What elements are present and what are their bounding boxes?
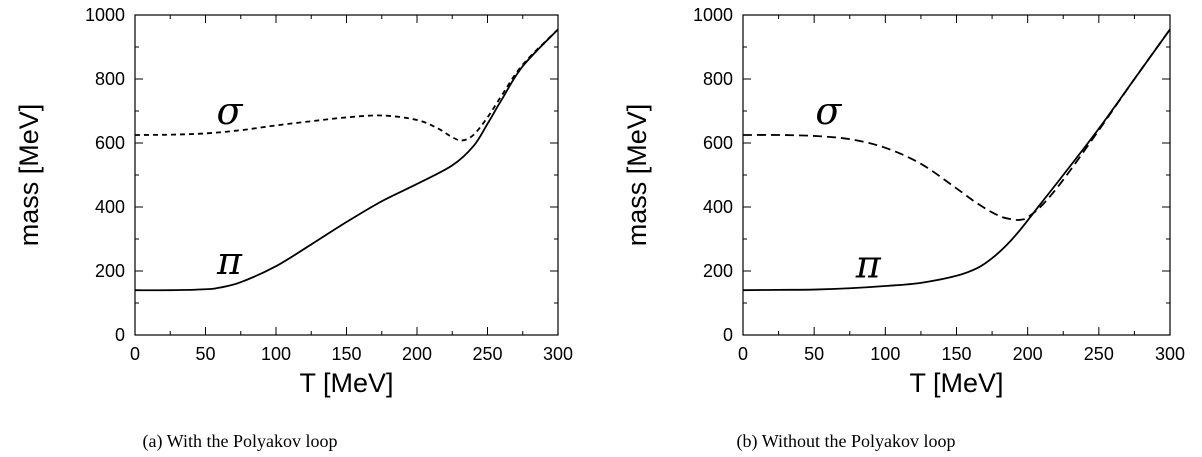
x-tick-label: 250: [1084, 344, 1114, 364]
x-tick-label: 200: [1013, 344, 1043, 364]
y-tick-label: 1000: [693, 5, 733, 25]
sigma-label: σ: [216, 89, 243, 133]
sigma-series-line: [742, 28, 1171, 221]
y-tick-label: 400: [703, 197, 733, 217]
panel-caption: (a) With the Polyakov loop: [143, 431, 338, 452]
chart-panel-b: 0 50 100 150 200 250 300 0 200 400 600 800 1000 T [Me…: [622, 5, 1185, 452]
y-tick-label: 0: [115, 325, 125, 345]
y-axis-label: mass [MeV]: [14, 104, 44, 247]
x-axis-label: T [MeV]: [909, 368, 1003, 398]
plot-frame: [134, 14, 559, 336]
plot-frame: [742, 14, 1171, 336]
x-tick-label: 200: [402, 344, 432, 364]
y-tick-label: 800: [95, 69, 125, 89]
x-tick-label: 150: [941, 344, 971, 364]
panel-caption: (b) Without the Polyakov loop: [737, 431, 956, 452]
y-tick-label: 400: [95, 197, 125, 217]
y-tick-label: 200: [703, 261, 733, 281]
y-tick-label: 200: [95, 261, 125, 281]
x-tick-label: 300: [1155, 344, 1185, 364]
x-tick-label: 150: [331, 344, 361, 364]
x-axis-label: T [MeV]: [299, 368, 393, 398]
pi-label: π: [855, 242, 882, 286]
y-tick-label: 0: [723, 325, 733, 345]
pi-series-line: [742, 28, 1171, 292]
y-tick-label: 600: [703, 133, 733, 153]
x-tick-label: 0: [738, 344, 748, 364]
y-axis-label: mass [MeV]: [622, 104, 652, 247]
x-tick-label: 300: [543, 344, 573, 364]
x-tick-label: 50: [804, 344, 824, 364]
pi-label: π: [216, 239, 243, 283]
pi-series-line: [134, 28, 559, 292]
x-tick-label: 0: [130, 344, 140, 364]
y-tick-label: 600: [95, 133, 125, 153]
x-tick-label: 100: [261, 344, 291, 364]
x-tick-label: 50: [195, 344, 215, 364]
x-tick-label: 250: [472, 344, 502, 364]
y-tick-label: 800: [703, 69, 733, 89]
sigma-series-line: [134, 28, 559, 142]
sigma-label: σ: [815, 89, 842, 133]
x-tick-label: 100: [870, 344, 900, 364]
y-tick-label: 1000: [85, 5, 125, 25]
chart-panel-a: 0 50 100 150 200 250 300 0 200 400 600 800 1000 T [Me…: [14, 5, 573, 452]
